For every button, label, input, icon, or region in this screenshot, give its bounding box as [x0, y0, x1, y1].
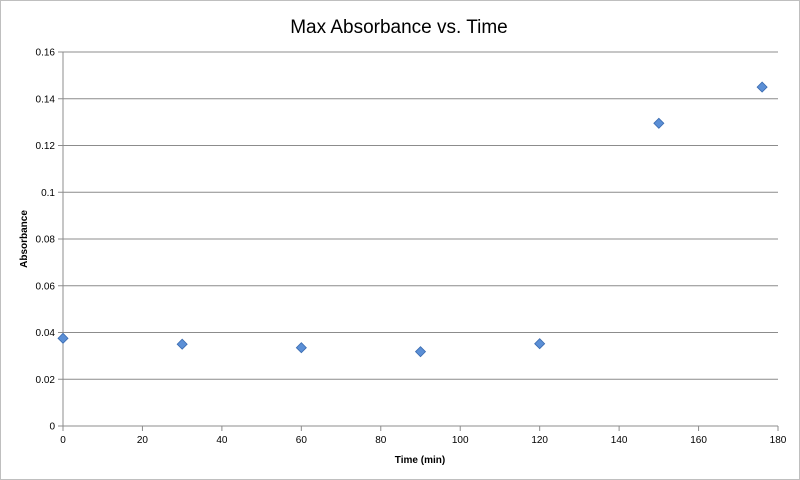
y-tick-label: 0 [49, 422, 55, 433]
data-point [756, 81, 768, 93]
x-tick-labels: 0 20 40 60 80 100 120 140 160 180 [60, 435, 787, 446]
data-point [176, 338, 188, 350]
x-tick-label: 80 [375, 435, 387, 446]
y-tick-label: 0.04 [36, 328, 56, 339]
y-tick-labels: 0 0.02 0.04 0.06 0.08 0.1 0.12 0.14 0.16 [36, 48, 56, 433]
chart-title: Max Absorbance vs. Time [290, 17, 508, 38]
x-tick-label: 20 [137, 435, 149, 446]
x-tick-label: 60 [296, 435, 308, 446]
gridlines [63, 51, 778, 380]
x-tick-label: 0 [60, 435, 66, 446]
x-tick-label: 160 [690, 435, 707, 446]
y-tick-label: 0.1 [41, 188, 55, 199]
data-point [57, 332, 69, 344]
y-axis-label: Absorbance [19, 210, 30, 268]
y-tick-label: 0.08 [36, 235, 56, 246]
x-tick-label: 40 [216, 435, 228, 446]
data-point [414, 346, 427, 358]
data-point [295, 342, 307, 354]
y-tick-label: 0.14 [36, 94, 56, 105]
data-points [57, 81, 768, 358]
y-tick-label: 0.02 [36, 375, 56, 386]
data-point [534, 338, 546, 350]
y-tick-label: 0.12 [36, 141, 56, 152]
y-tick-label: 0.16 [36, 48, 56, 59]
x-tick-label: 100 [452, 435, 469, 446]
data-point [653, 117, 665, 129]
x-tick-label: 180 [770, 435, 787, 446]
y-tick-label: 0.06 [36, 281, 56, 292]
x-tick-label: 140 [611, 435, 628, 446]
x-axis-label: Time (min) [395, 455, 445, 466]
axes [58, 51, 779, 431]
x-tick-label: 120 [531, 435, 548, 446]
